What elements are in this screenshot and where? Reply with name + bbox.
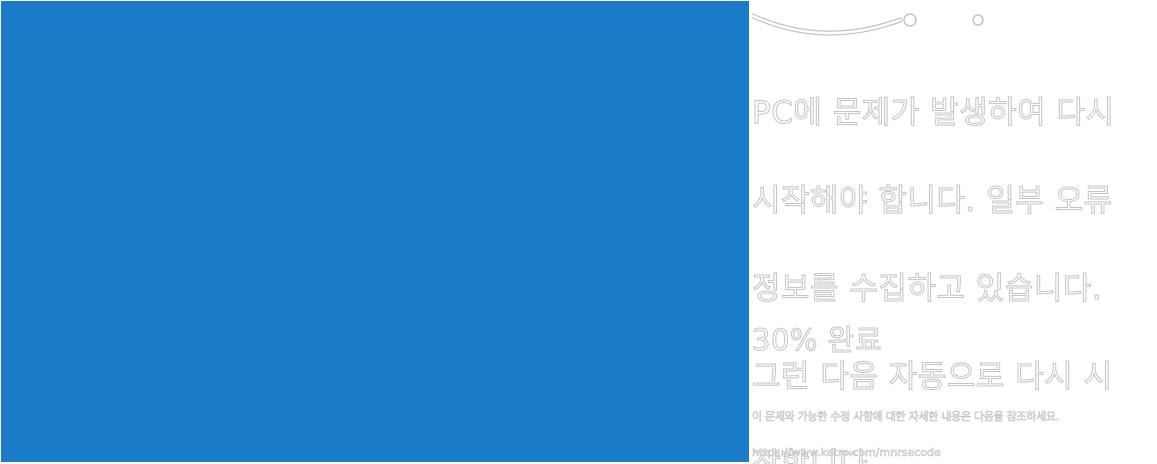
error-message-line: 작합니다. <box>751 447 878 464</box>
bsod-content: PC에 문제가 발생하여 다시 시작해야 합니다. 일부 오류 정보를 수집하고… <box>751 0 1157 464</box>
error-message-line: 정보를 수집하고 있습니다. <box>751 271 1103 308</box>
error-message-line: PC에 문제가 발생하여 다시 <box>752 95 1115 132</box>
error-message-line: 시작해야 합니다. 일부 오류 <box>752 183 1113 220</box>
more-info-text: 이 문제와 가능한 수정 사항에 대한 자세한 내용은 다음을 참조하세요. <box>752 410 1060 424</box>
stop-code-url-link[interactable]: https://www.ketro.com/mnrsecode <box>752 446 941 460</box>
emoticon-eye-left-icon <box>903 13 917 27</box>
progress-text: 30% 완료 <box>751 323 883 358</box>
error-message: PC에 문제가 발생하여 다시 시작해야 합니다. 일부 오류 정보를 수집하고… <box>751 47 1157 464</box>
blue-background-panel <box>1 1 749 462</box>
emoticon-eye-right-icon <box>972 14 984 26</box>
error-message-line: 그런 다음 자동으로 다시 시 <box>752 359 1113 396</box>
frown-emoticon-icon <box>752 13 984 36</box>
